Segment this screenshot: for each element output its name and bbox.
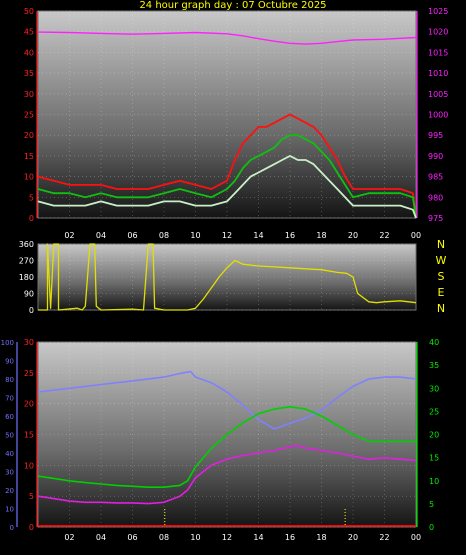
wind-speed-tick-label: 15 bbox=[24, 152, 34, 161]
wind-speed-tick-label: 0 bbox=[29, 214, 34, 223]
direction-tick-label: 0 bbox=[29, 306, 34, 315]
wind-speed-tick-label: 30 bbox=[24, 90, 34, 99]
temp-x-tick-label: 20 bbox=[348, 533, 358, 542]
wind-pressure-series-2 bbox=[37, 134, 417, 219]
temperature-tick-label: 40 bbox=[429, 338, 439, 347]
pressure-tick-label: 1025 bbox=[428, 7, 448, 16]
dewpoint-tick-label: 25 bbox=[24, 369, 34, 378]
temp-x-tick-label: 14 bbox=[253, 533, 263, 542]
temp-humidity-series-0 bbox=[37, 370, 417, 430]
dewpoint-tick-label: 5 bbox=[29, 492, 34, 501]
humidity-tick-label: 70 bbox=[5, 395, 14, 403]
temp-x-tick-label: 22 bbox=[379, 533, 389, 542]
humidity-tick-label: 60 bbox=[5, 413, 14, 421]
pressure-tick-label: 1000 bbox=[428, 111, 448, 120]
wind-x-tick-label: 04 bbox=[96, 231, 106, 240]
wind-pressure-series-3 bbox=[37, 154, 417, 219]
direction-tick-label: 360 bbox=[19, 240, 34, 249]
wind-x-tick-label: 06 bbox=[127, 231, 137, 240]
temp-x-tick-label: 12 bbox=[222, 533, 232, 542]
dewpoint-tick-label: 30 bbox=[24, 338, 34, 347]
temp-x-tick-label: 18 bbox=[316, 533, 326, 542]
temperature-tick-label: 30 bbox=[429, 384, 439, 393]
dewpoint-tick-label: 15 bbox=[24, 431, 34, 440]
dewpoint-tick-label: 10 bbox=[24, 461, 34, 470]
humidity-tick-label: 100 bbox=[1, 339, 14, 347]
temperature-tick-label: 15 bbox=[429, 454, 439, 463]
temperature-tick-label: 35 bbox=[429, 361, 439, 370]
pressure-tick-label: 1005 bbox=[428, 90, 448, 99]
temp-x-tick-label: 00 bbox=[411, 533, 421, 542]
wind-speed-tick-label: 10 bbox=[24, 173, 34, 182]
humidity-tick-label: 20 bbox=[5, 487, 14, 495]
humidity-tick-label: 0 bbox=[10, 524, 14, 532]
temp-x-tick-label: 16 bbox=[285, 533, 295, 542]
compass-label: S bbox=[438, 270, 445, 283]
temperature-tick-label: 25 bbox=[429, 407, 439, 416]
temperature-tick-label: 0 bbox=[429, 523, 434, 532]
temp-humidity-series-1 bbox=[37, 405, 416, 489]
humidity-tick-label: 80 bbox=[5, 376, 14, 384]
humidity-tick-label: 40 bbox=[5, 450, 14, 458]
wind-direction-series-0 bbox=[38, 243, 417, 311]
dewpoint-tick-label: 0 bbox=[29, 523, 34, 532]
temp-x-tick-label: 06 bbox=[127, 533, 137, 542]
wind-speed-tick-label: 25 bbox=[24, 111, 34, 120]
wind-x-tick-label: 10 bbox=[190, 231, 200, 240]
pressure-tick-label: 1010 bbox=[428, 69, 448, 78]
wind-x-tick-label: 22 bbox=[379, 231, 389, 240]
humidity-tick-label: 30 bbox=[5, 469, 14, 477]
compass-label: N bbox=[437, 238, 445, 251]
chart-title: 24 hour graph day : 07 Octubre 2025 bbox=[139, 0, 327, 11]
dewpoint-tick-label: 20 bbox=[24, 400, 34, 409]
wind-x-tick-label: 02 bbox=[64, 231, 74, 240]
temp-x-tick-label: 02 bbox=[64, 533, 74, 542]
wind-speed-tick-label: 45 bbox=[24, 28, 34, 37]
wind-x-tick-label: 00 bbox=[411, 231, 421, 240]
wind-speed-tick-label: 5 bbox=[29, 193, 34, 202]
pressure-tick-label: 975 bbox=[428, 214, 443, 223]
pressure-tick-label: 1015 bbox=[428, 48, 448, 57]
wind-speed-tick-label: 20 bbox=[24, 131, 34, 140]
temperature-tick-label: 10 bbox=[429, 477, 439, 486]
temp-humidity-series-2 bbox=[37, 444, 417, 505]
temp-x-tick-label: 10 bbox=[190, 533, 200, 542]
pressure-tick-label: 1020 bbox=[428, 28, 448, 37]
temp-x-tick-label: 08 bbox=[159, 533, 169, 542]
direction-tick-label: 180 bbox=[19, 273, 34, 282]
humidity-tick-label: 10 bbox=[5, 506, 14, 514]
compass-label: E bbox=[438, 286, 445, 299]
temp-x-tick-label: 04 bbox=[96, 533, 106, 542]
wind-speed-tick-label: 35 bbox=[24, 69, 34, 78]
wind-pressure-series-1 bbox=[37, 113, 417, 219]
wind-speed-tick-label: 40 bbox=[24, 48, 34, 57]
wind-x-tick-label: 20 bbox=[348, 231, 358, 240]
direction-tick-label: 270 bbox=[19, 257, 34, 266]
wind-speed-tick-label: 50 bbox=[24, 7, 34, 16]
wind-x-tick-label: 12 bbox=[222, 231, 232, 240]
pressure-tick-label: 990 bbox=[428, 152, 443, 161]
pressure-tick-label: 985 bbox=[428, 173, 443, 182]
wind-x-tick-label: 08 bbox=[159, 231, 169, 240]
compass-label: W bbox=[436, 254, 447, 267]
humidity-tick-label: 90 bbox=[5, 358, 14, 366]
pressure-tick-label: 995 bbox=[428, 131, 443, 140]
wind-x-tick-label: 18 bbox=[316, 231, 326, 240]
pressure-tick-label: 980 bbox=[428, 193, 443, 202]
wind-x-tick-label: 14 bbox=[253, 231, 263, 240]
direction-tick-label: 90 bbox=[24, 290, 34, 299]
temperature-tick-label: 20 bbox=[429, 431, 439, 440]
temperature-tick-label: 5 bbox=[429, 500, 434, 509]
compass-label: N bbox=[437, 302, 445, 315]
wind-pressure-series-0 bbox=[37, 31, 417, 45]
humidity-tick-label: 50 bbox=[5, 432, 14, 440]
wind-pressure-panel bbox=[37, 10, 417, 219]
wind-x-tick-label: 16 bbox=[285, 231, 295, 240]
